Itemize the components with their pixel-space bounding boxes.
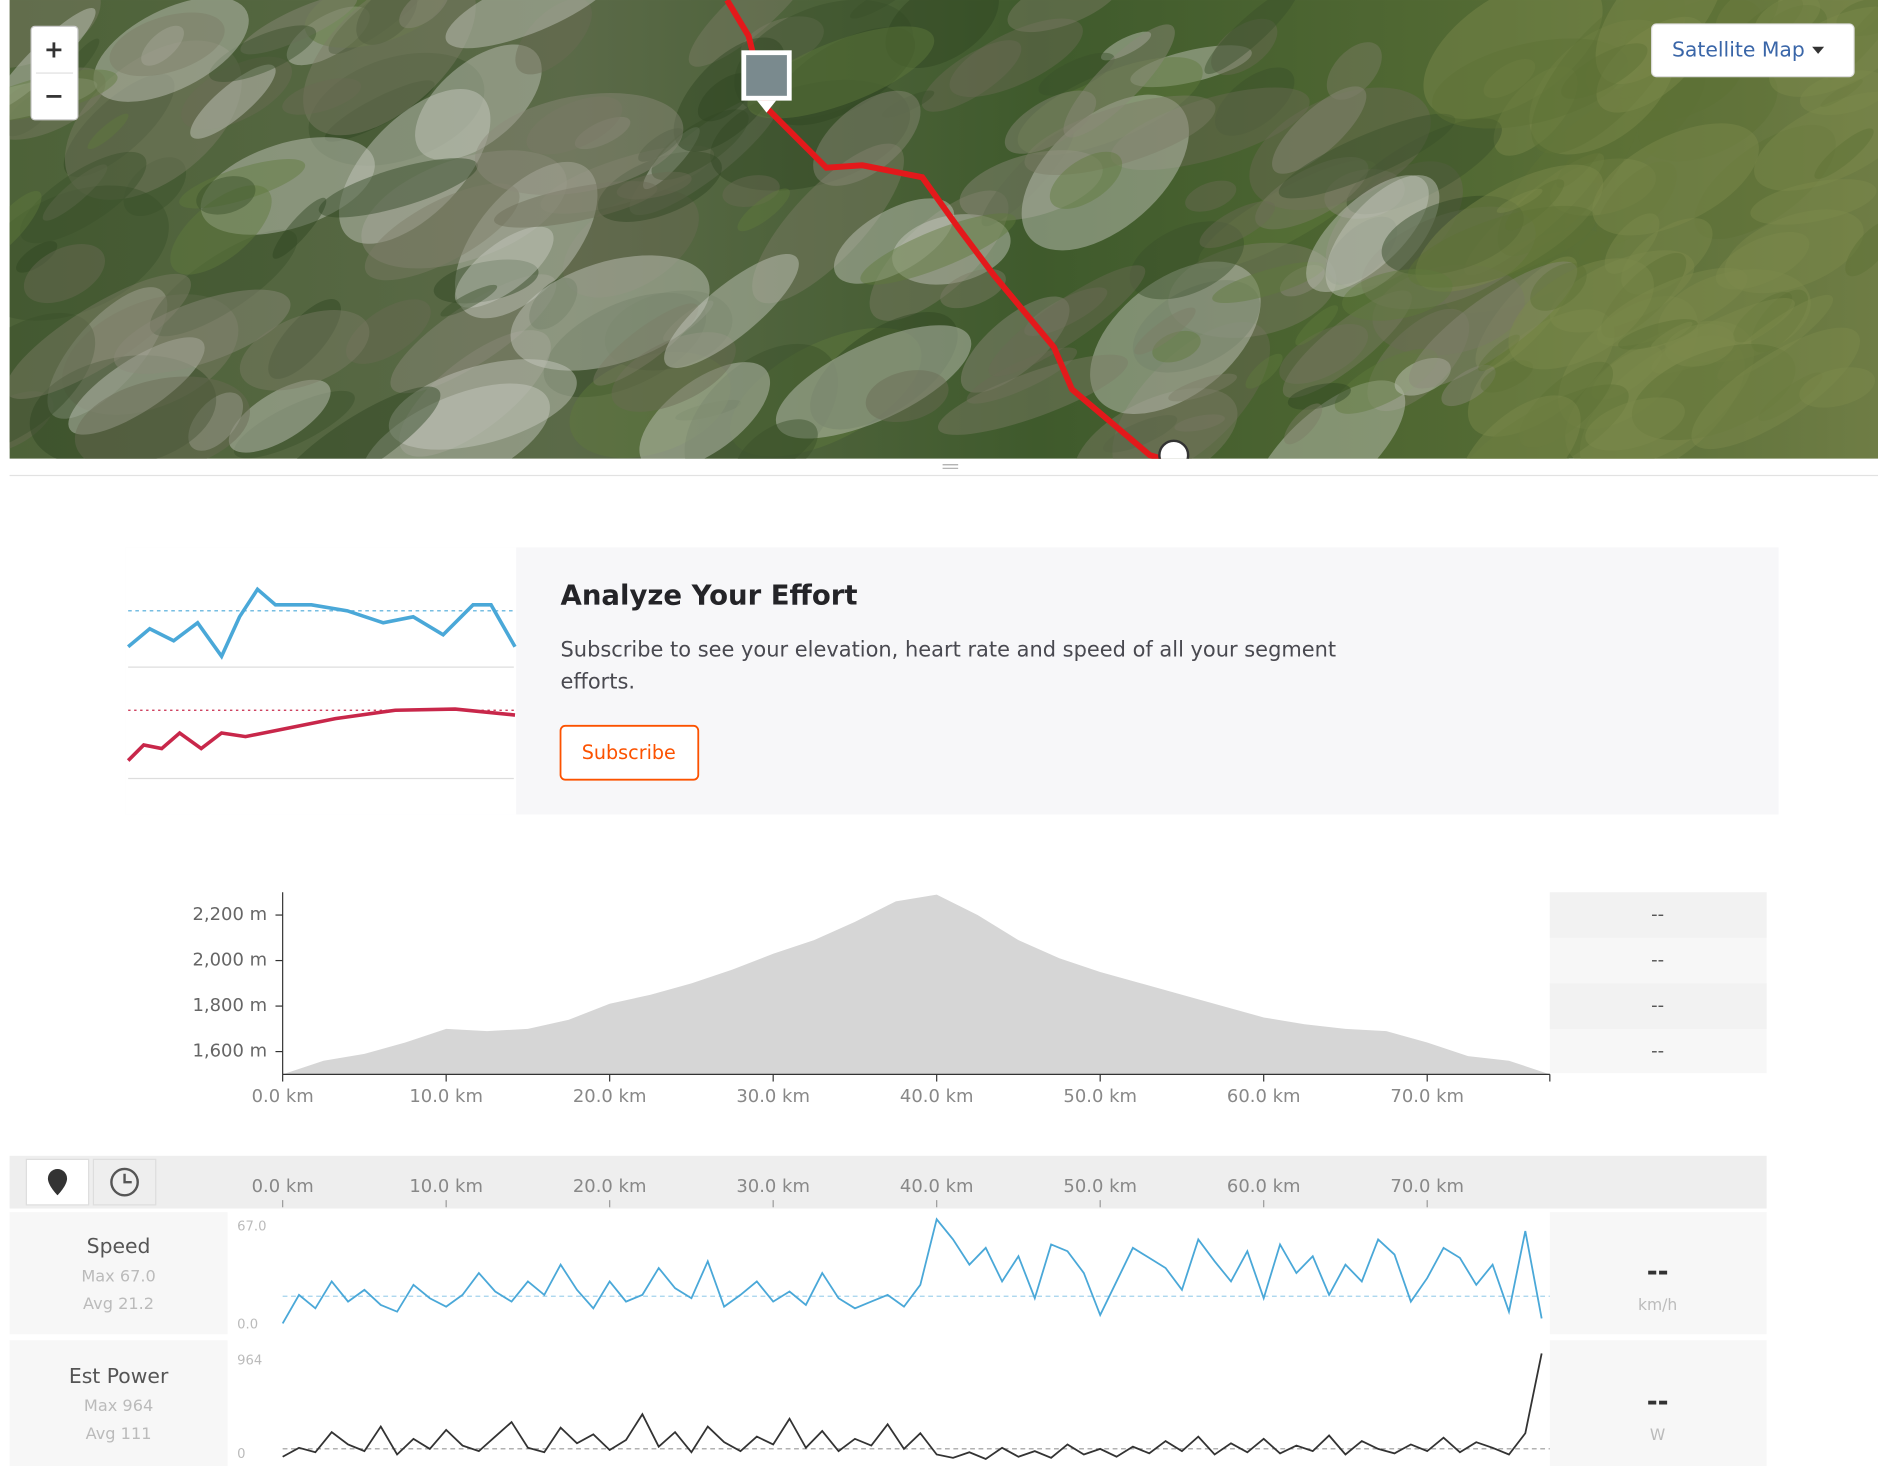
stream-max: Max 964 — [84, 1396, 153, 1415]
y-tick-label: 1,800 m — [192, 995, 267, 1016]
x-tick-label: 0.0 km — [252, 1086, 314, 1107]
subscribe-button[interactable]: Subscribe — [561, 726, 699, 780]
x-tick-label: 40.0 km — [900, 1176, 974, 1197]
resize-handle[interactable] — [943, 465, 959, 469]
x-tick-label: 10.0 km — [409, 1086, 483, 1107]
x-tick-label: 20.0 km — [573, 1176, 647, 1197]
x-tick-label: 50.0 km — [1063, 1176, 1137, 1197]
y-tick-label: 67.0 — [237, 1219, 266, 1234]
stream-max: Max 67.0 — [81, 1266, 156, 1285]
page: + − Satellite Map Analyze Your Effort Su… — [0, 0, 1878, 1466]
stream-current: -- — [1647, 1388, 1669, 1418]
x-tick-label: 0.0 km — [252, 1176, 314, 1197]
stream-line — [283, 1353, 1542, 1459]
satellite-map[interactable] — [0, 0, 1878, 543]
side-value: -- — [1651, 1041, 1664, 1062]
side-value: -- — [1651, 904, 1664, 925]
elevation-chart: 1,600 m 1,800 m 2,000 m 2,200 m 0.0 km 10.0 k… — [192, 892, 1766, 1107]
x-tick-label: 40.0 km — [900, 1086, 974, 1107]
x-tick-label: 10.0 km — [409, 1176, 483, 1197]
stream-avg: Avg 111 — [86, 1424, 152, 1443]
stream-unit: km/h — [1638, 1296, 1677, 1314]
stream-avg: Avg 21.2 — [83, 1294, 154, 1313]
elevation-area — [283, 895, 1550, 1075]
promo-text: efforts. — [561, 670, 636, 694]
y-tick-label: 2,000 m — [192, 950, 267, 971]
x-tick-label: 70.0 km — [1390, 1176, 1464, 1197]
stream-unit: W — [1650, 1426, 1665, 1444]
finish-marker[interactable] — [1159, 441, 1188, 470]
promo-text: Subscribe to see your elevation, heart r… — [561, 637, 1337, 661]
stream-name: Est Power — [69, 1364, 169, 1388]
subscribe-label: Subscribe — [582, 741, 676, 764]
layer-button[interactable]: Satellite Map — [1652, 24, 1854, 77]
y-tick-label: 0.0 — [237, 1318, 258, 1333]
promo-card: Analyze Your Effort Subscribe to see you… — [126, 547, 1779, 814]
zoom-in[interactable]: + — [44, 35, 64, 63]
stream-current: -- — [1647, 1258, 1669, 1288]
x-tick-label: 30.0 km — [736, 1086, 810, 1107]
x-tick-label: 70.0 km — [1390, 1086, 1464, 1107]
zoom-out[interactable]: − — [44, 82, 64, 110]
side-value: -- — [1651, 950, 1664, 971]
y-tick-label: 1,600 m — [192, 1041, 267, 1062]
x-tick-label: 30.0 km — [736, 1176, 810, 1197]
stream-charts: 0.0 km 10.0 km 20.0 km 30.0 km 40.0 km 50.0 k… — [10, 1156, 1767, 1466]
zoom-control: + − — [31, 26, 78, 119]
y-tick-label: 0 — [237, 1447, 245, 1462]
stream-name: Speed — [87, 1234, 151, 1258]
x-tick-label: 60.0 km — [1227, 1176, 1301, 1197]
photo-thumb — [746, 55, 787, 96]
promo-thumbnail — [126, 547, 516, 814]
x-tick-label: 50.0 km — [1063, 1086, 1137, 1107]
x-tick-label: 20.0 km — [573, 1086, 647, 1107]
side-value: -- — [1651, 995, 1664, 1016]
y-tick-label: 964 — [237, 1354, 262, 1369]
stream-line — [283, 1219, 1542, 1323]
layer-button-label: Satellite Map — [1672, 37, 1805, 61]
y-tick-label: 2,200 m — [192, 904, 267, 925]
x-tick-label: 60.0 km — [1227, 1086, 1301, 1107]
promo-title: Analyze Your Effort — [561, 579, 858, 611]
